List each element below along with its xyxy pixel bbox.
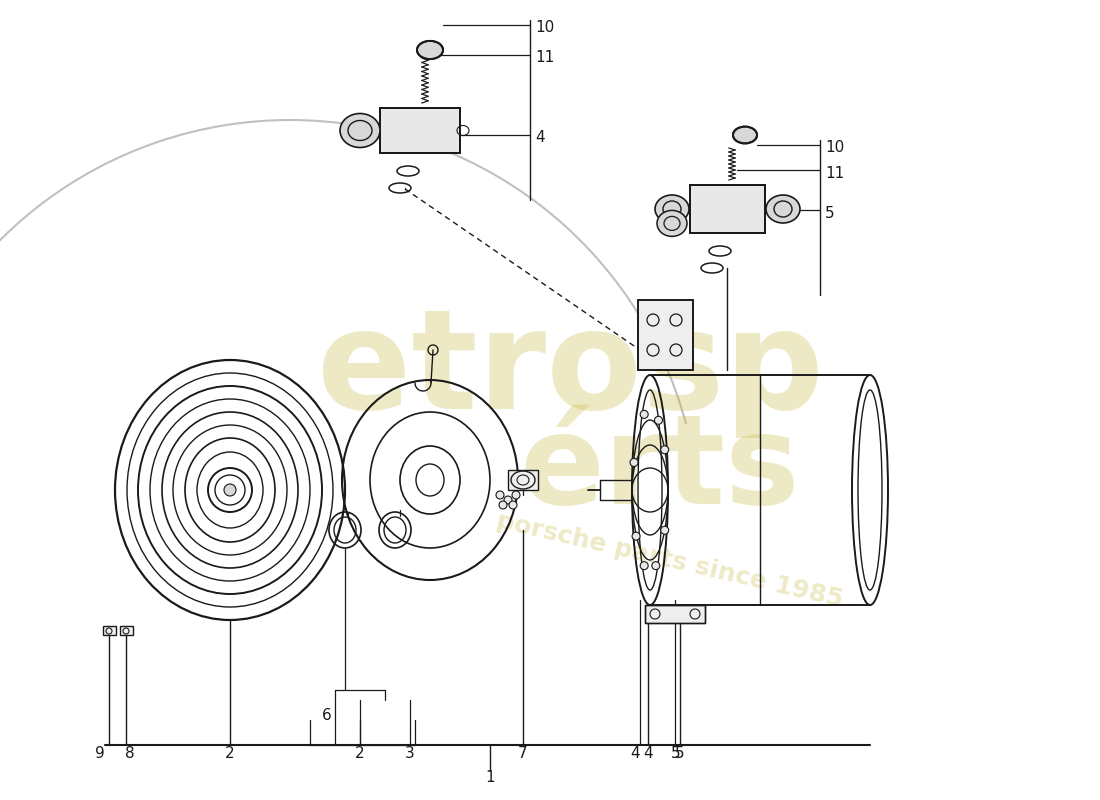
Text: 11: 11 [825, 166, 845, 181]
Text: 9: 9 [95, 746, 104, 761]
Text: 6: 6 [322, 707, 332, 722]
Text: 1: 1 [485, 770, 495, 786]
Circle shape [661, 526, 669, 534]
Bar [690, 185, 764, 233]
Circle shape [630, 458, 638, 466]
Text: érts: érts [519, 410, 801, 530]
Text: porsche parts since 1985: porsche parts since 1985 [494, 508, 846, 612]
Ellipse shape [340, 114, 379, 147]
Ellipse shape [733, 126, 757, 143]
Bar [379, 108, 460, 153]
Ellipse shape [657, 210, 688, 237]
Circle shape [661, 446, 669, 454]
Circle shape [509, 501, 517, 509]
Bar [120, 626, 133, 635]
Circle shape [632, 532, 640, 540]
Text: 7: 7 [518, 746, 528, 761]
Text: 3: 3 [405, 746, 415, 761]
Text: etrosp: etrosp [317, 302, 824, 438]
Text: 2: 2 [226, 746, 234, 761]
Text: 5: 5 [825, 206, 835, 221]
Circle shape [496, 491, 504, 499]
Bar [103, 626, 116, 635]
Text: 5: 5 [675, 746, 685, 761]
Text: 4: 4 [535, 130, 544, 146]
Circle shape [640, 562, 648, 570]
Ellipse shape [417, 41, 443, 59]
Text: 10: 10 [535, 21, 554, 35]
Text: 10: 10 [825, 141, 845, 155]
Bar [645, 605, 705, 623]
Circle shape [499, 501, 507, 509]
Ellipse shape [654, 195, 689, 223]
Circle shape [224, 484, 236, 496]
Bar [379, 108, 460, 153]
Text: 4: 4 [630, 746, 640, 761]
Circle shape [512, 491, 520, 499]
Circle shape [654, 416, 662, 424]
Bar [638, 300, 693, 370]
Text: 4: 4 [644, 746, 652, 761]
Bar [508, 470, 538, 490]
Bar [645, 605, 705, 623]
Text: 5: 5 [671, 746, 681, 761]
Bar [690, 185, 764, 233]
Text: 11: 11 [535, 50, 554, 66]
Text: 8: 8 [125, 746, 135, 761]
Bar [638, 300, 693, 370]
Circle shape [640, 410, 648, 418]
Circle shape [208, 468, 252, 512]
Ellipse shape [766, 195, 800, 223]
Text: 2: 2 [355, 746, 365, 761]
Circle shape [504, 496, 512, 504]
Circle shape [652, 562, 660, 570]
